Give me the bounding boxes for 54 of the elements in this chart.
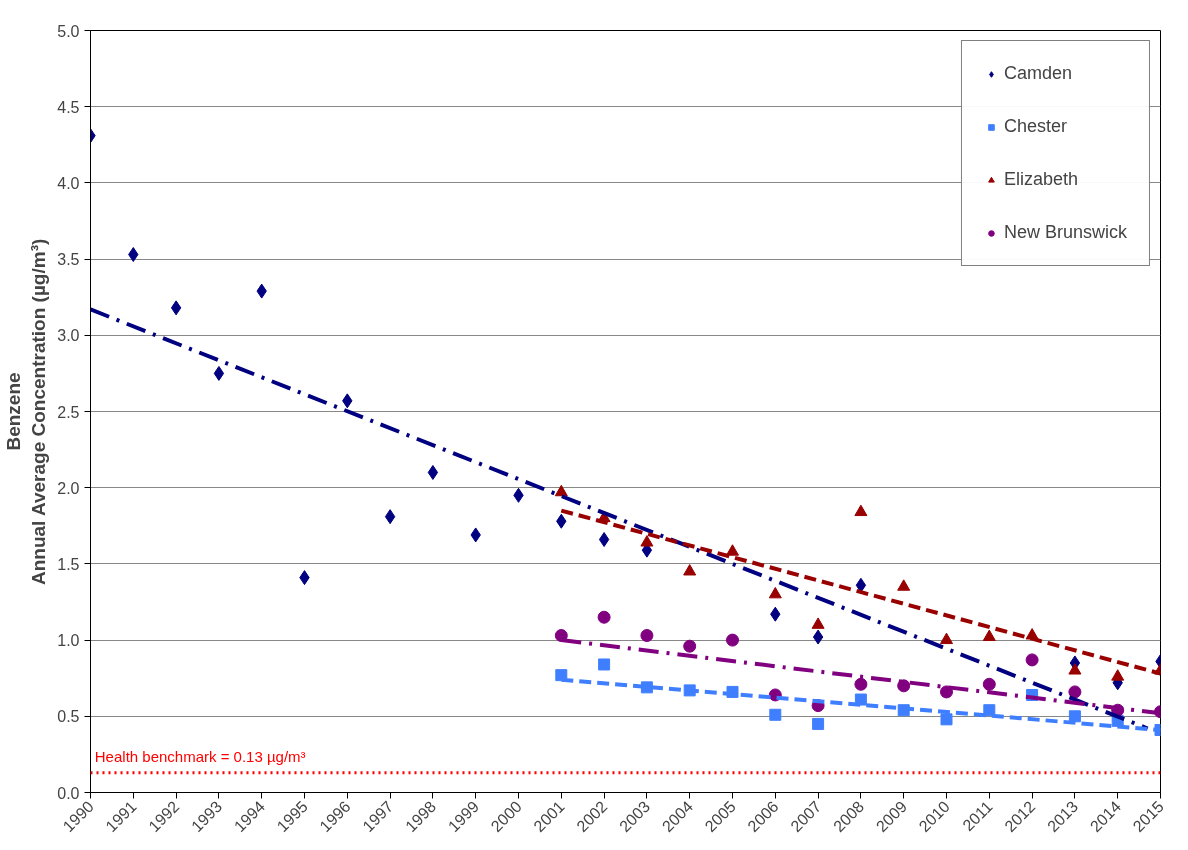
ref-line-label: Health benchmark = 0.13 µg/m³ [94, 747, 306, 765]
point [1068, 685, 1082, 699]
y-tick-label: 0.5 [57, 708, 80, 726]
point [769, 708, 782, 721]
point [427, 464, 439, 480]
point [1025, 653, 1039, 667]
point [554, 629, 568, 643]
point [640, 629, 654, 643]
point [597, 610, 611, 624]
legend-label: New Brunswick [1003, 222, 1127, 243]
point [554, 484, 568, 497]
point [213, 365, 225, 381]
legend-label: Elizabeth [1003, 169, 1079, 190]
y-tick-label: 3.0 [57, 327, 80, 345]
point [897, 679, 911, 693]
point [812, 717, 825, 730]
point [811, 617, 825, 629]
point [640, 535, 654, 547]
point [683, 639, 697, 653]
point [983, 704, 996, 717]
point [940, 632, 953, 645]
point [598, 532, 610, 548]
point [1111, 669, 1125, 681]
point [897, 579, 911, 591]
point [384, 509, 396, 525]
y-tick-label: 1.5 [57, 555, 80, 573]
y-tick-label: 3.5 [57, 251, 80, 269]
y-tick-label: 0.0 [57, 784, 80, 802]
y-axis-title: Benzene Annual Average Concentration (µg/m³) [3, 238, 50, 585]
point [170, 300, 182, 316]
point [726, 544, 739, 556]
point [598, 658, 611, 671]
y-tick-label: 1.0 [57, 632, 80, 650]
y-tick-label: 4.0 [57, 174, 80, 192]
y-tick-label: 4.5 [57, 98, 80, 116]
point [854, 677, 868, 691]
legend-label: Chester [1003, 116, 1067, 137]
point [855, 577, 867, 593]
point [768, 586, 782, 599]
point [854, 504, 868, 517]
point [940, 685, 953, 699]
point [726, 633, 739, 647]
legend-label: Camden [1003, 63, 1073, 84]
point [982, 629, 996, 642]
point [982, 677, 996, 691]
point [1068, 663, 1082, 675]
y-tick-label: 5.0 [57, 22, 80, 40]
point [683, 564, 697, 576]
point [812, 629, 824, 645]
y-tick-label: 2.5 [57, 403, 80, 421]
y-tick-label: 2.0 [57, 479, 80, 497]
point [854, 693, 867, 706]
point [1068, 710, 1081, 723]
point [940, 713, 953, 726]
